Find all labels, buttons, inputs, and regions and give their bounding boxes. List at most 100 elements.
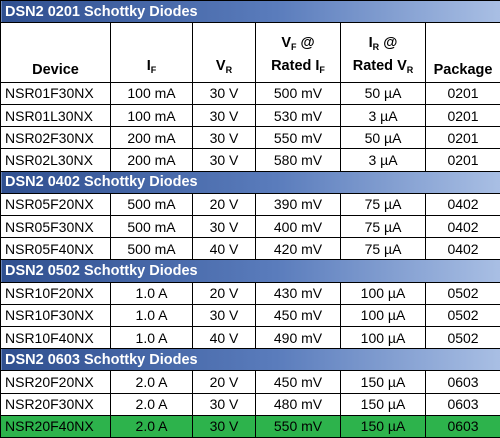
value-cell: 30 V (192, 103, 256, 128)
value-cell: 0201 (424, 126, 500, 150)
header-text: I (146, 57, 151, 74)
section-title: DSN2 0402 Schottky Diodes (0, 170, 500, 194)
value-cell: 0201 (424, 103, 500, 128)
value-cell: 500 mA (110, 214, 193, 239)
data-row: NSR05F40NX 500 mA 40 V 420 mV 75 µA 0402 (0, 237, 500, 261)
header-text: V (281, 34, 291, 51)
subscript: F (319, 64, 325, 75)
device-cell: NSR20F30NX (0, 392, 111, 416)
value-cell: 390 mV (255, 192, 341, 216)
value-cell: 75 µA (340, 192, 426, 216)
value-cell: 3 µA (340, 103, 426, 128)
value-cell: 0502 (424, 303, 500, 327)
value-cell: 450 mV (255, 370, 341, 394)
header-text: @ (379, 34, 398, 51)
data-row: NSR05F30NX 500 mA 30 V 400 mV 75 µA 0402 (0, 214, 500, 239)
device-cell: NSR10F40NX (0, 325, 111, 350)
value-cell: 200 mA (110, 148, 193, 172)
device-cell: NSR05F30NX (0, 214, 111, 239)
subscript: R (225, 64, 233, 75)
section-title: DSN2 0502 Schottky Diodes (0, 259, 500, 283)
value-cell: 75 µA (340, 237, 426, 261)
data-row: NSR02F30NX 200 mA 30 V 550 mV 50 µA 0201 (0, 126, 500, 150)
data-row: NSR01L30NX 100 mA 30 V 530 mV 3 µA 0201 (0, 103, 500, 128)
subscript: F (150, 64, 157, 75)
data-row: NSR01F30NX 100 mA 30 V 500 mV 50 µA 0201 (0, 81, 500, 105)
value-cell: 500 mA (110, 237, 193, 261)
subscript: R (406, 64, 414, 75)
header-row: Device IF VR VF @ Rated IF IR @ Rated VR Packag… (0, 22, 500, 83)
value-cell: 20 V (192, 370, 256, 394)
data-row: NSR05F20NX 500 mA 20 V 390 mV 75 µA 0402 (0, 192, 500, 216)
column-header: Device (0, 22, 111, 83)
value-cell: 1.0 A (110, 281, 193, 305)
data-row: NSR20F20NX 2.0 A 20 V 450 mV 150 µA 0603 (0, 370, 500, 394)
section-row: DSN2 0502 Schottky Diodes (0, 259, 500, 283)
value-cell: 0402 (424, 192, 500, 216)
value-cell: 150 µA (340, 370, 426, 394)
value-cell: 100 µA (340, 303, 426, 327)
section-row: DSN2 0603 Schottky Diodes (0, 348, 500, 372)
section-title: DSN2 0201 Schottky Diodes (0, 0, 500, 24)
column-header: Package (424, 22, 500, 83)
value-cell: 0402 (424, 214, 500, 239)
device-cell: NSR02L30NX (0, 148, 111, 172)
value-cell: 0603 (424, 414, 500, 438)
value-cell: 2.0 A (110, 370, 193, 394)
data-row: NSR20F30NX 2.0 A 30 V 480 mV 150 µA 0603 (0, 392, 500, 416)
value-cell: 30 V (192, 148, 256, 172)
value-cell: 30 V (192, 81, 256, 105)
value-cell: 20 V (192, 192, 256, 216)
subscript: R (372, 41, 380, 52)
value-cell: 200 mA (110, 126, 193, 150)
value-cell: 30 V (192, 414, 256, 438)
column-header: VR (192, 22, 256, 83)
column-header: IR @ Rated VR (340, 22, 426, 83)
value-cell: 420 mV (255, 237, 341, 261)
value-cell: 400 mV (255, 214, 341, 239)
header-text: Package (433, 61, 493, 78)
value-cell: 1.0 A (110, 303, 193, 327)
value-cell: 30 V (192, 303, 256, 327)
device-cell: NSR01L30NX (0, 103, 111, 128)
section-title: DSN2 0603 Schottky Diodes (0, 348, 500, 372)
value-cell: 0402 (424, 237, 500, 261)
value-cell: 0201 (424, 148, 500, 172)
value-cell: 30 V (192, 126, 256, 150)
header-text: @ (296, 34, 315, 51)
value-cell: 0502 (424, 325, 500, 350)
device-cell: NSR05F20NX (0, 192, 111, 216)
value-cell: 430 mV (255, 281, 341, 305)
data-row: NSR20F40NX 2.0 A 30 V 550 mV 150 µA 0603 (0, 414, 500, 438)
device-cell: NSR01F30NX (0, 81, 111, 105)
header-text: Rated I (271, 57, 320, 74)
value-cell: 490 mV (255, 325, 341, 350)
data-row: NSR10F20NX 1.0 A 20 V 430 mV 100 µA 0502 (0, 281, 500, 305)
value-cell: 30 V (192, 214, 256, 239)
value-cell: 150 µA (340, 414, 426, 438)
header-text: I (368, 34, 373, 51)
data-row: NSR10F30NX 1.0 A 30 V 450 mV 100 µA 0502 (0, 303, 500, 327)
value-cell: 530 mV (255, 103, 341, 128)
value-cell: 100 µA (340, 325, 426, 350)
column-header: VF @ Rated IF (255, 22, 341, 83)
value-cell: 2.0 A (110, 414, 193, 438)
value-cell: 0603 (424, 370, 500, 394)
value-cell: 100 mA (110, 103, 193, 128)
value-cell: 50 µA (340, 126, 426, 150)
header-text: Device (32, 61, 79, 78)
value-cell: 0603 (424, 392, 500, 416)
value-cell: 3 µA (340, 148, 426, 172)
section-row: DSN2 0201 Schottky Diodes (0, 0, 500, 24)
value-cell: 150 µA (340, 392, 426, 416)
value-cell: 0201 (424, 81, 500, 105)
value-cell: 75 µA (340, 214, 426, 239)
value-cell: 2.0 A (110, 392, 193, 416)
value-cell: 580 mV (255, 148, 341, 172)
value-cell: 450 mV (255, 303, 341, 327)
header-text: V (215, 57, 226, 74)
value-cell: 500 mV (255, 81, 341, 105)
value-cell: 40 V (192, 325, 256, 350)
device-cell: NSR20F40NX (0, 414, 111, 438)
